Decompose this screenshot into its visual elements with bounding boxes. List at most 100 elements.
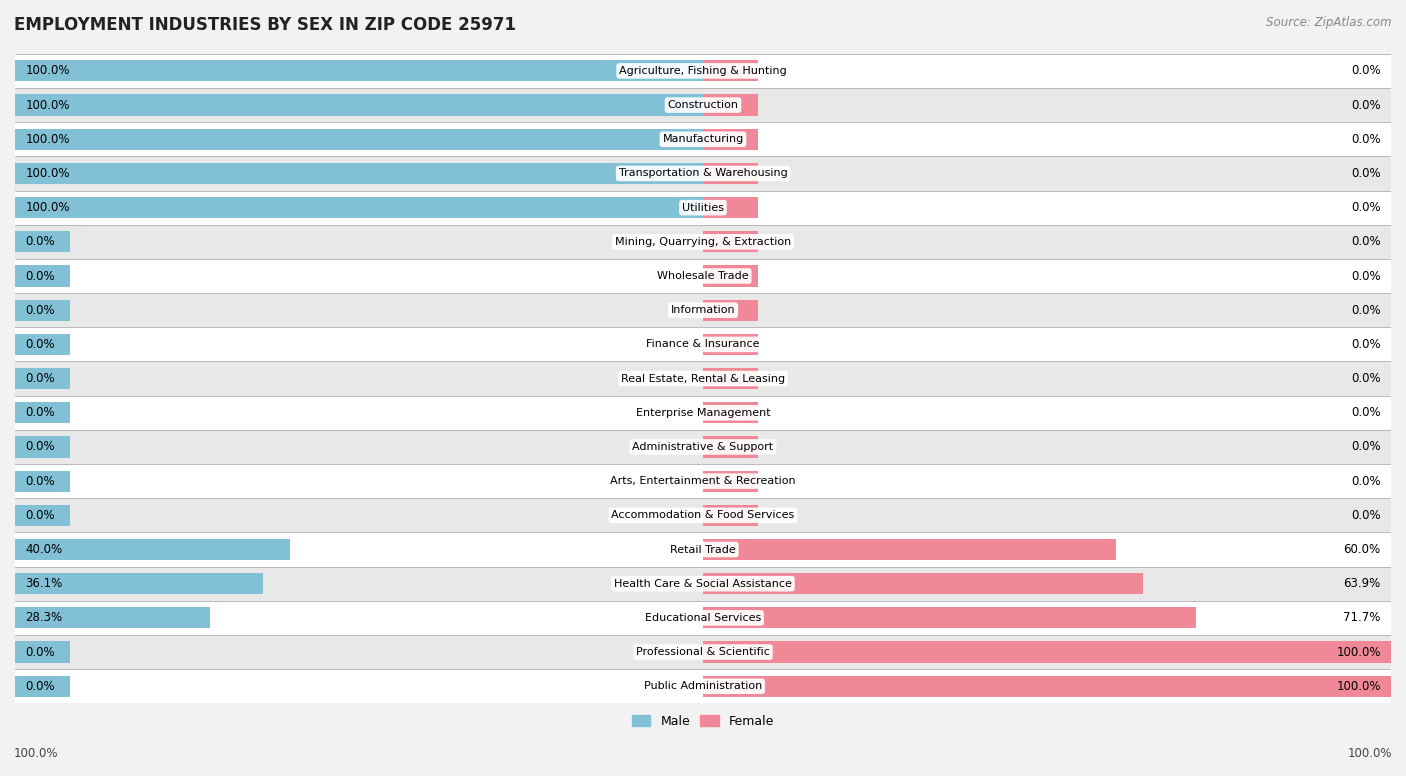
Text: 71.7%: 71.7% — [1343, 611, 1381, 625]
Text: 0.0%: 0.0% — [25, 646, 55, 659]
Text: 0.0%: 0.0% — [1351, 235, 1381, 248]
Bar — [15, 464, 1391, 498]
Bar — [15, 163, 703, 184]
Bar — [703, 334, 758, 355]
Bar — [15, 334, 70, 355]
Bar — [15, 225, 1391, 259]
Text: Agriculture, Fishing & Hunting: Agriculture, Fishing & Hunting — [619, 66, 787, 76]
Text: 63.9%: 63.9% — [1343, 577, 1381, 591]
Text: 0.0%: 0.0% — [25, 509, 55, 521]
Bar — [15, 676, 70, 697]
Bar — [15, 601, 1391, 635]
Text: 0.0%: 0.0% — [1351, 509, 1381, 521]
Text: Accommodation & Food Services: Accommodation & Food Services — [612, 511, 794, 521]
Text: 0.0%: 0.0% — [1351, 441, 1381, 453]
Text: Construction: Construction — [668, 100, 738, 110]
Bar — [703, 95, 758, 116]
Text: 0.0%: 0.0% — [1351, 99, 1381, 112]
Bar — [15, 368, 70, 390]
Text: Arts, Entertainment & Recreation: Arts, Entertainment & Recreation — [610, 476, 796, 486]
Bar — [15, 635, 1391, 669]
Text: 0.0%: 0.0% — [1351, 133, 1381, 146]
Bar — [15, 402, 70, 424]
Text: Administrative & Support: Administrative & Support — [633, 442, 773, 452]
Text: 0.0%: 0.0% — [25, 680, 55, 693]
Text: Real Estate, Rental & Leasing: Real Estate, Rental & Leasing — [621, 373, 785, 383]
Bar — [15, 293, 1391, 327]
Bar — [15, 191, 1391, 225]
Text: 0.0%: 0.0% — [1351, 407, 1381, 419]
Text: 100.0%: 100.0% — [1347, 747, 1392, 760]
Bar — [15, 430, 1391, 464]
Bar — [15, 362, 1391, 396]
Bar — [15, 61, 703, 81]
Bar — [15, 259, 1391, 293]
Text: 0.0%: 0.0% — [1351, 475, 1381, 487]
Bar — [15, 608, 209, 629]
Text: 0.0%: 0.0% — [25, 303, 55, 317]
Bar — [703, 265, 758, 286]
Text: Mining, Quarrying, & Extraction: Mining, Quarrying, & Extraction — [614, 237, 792, 247]
Bar — [15, 573, 263, 594]
Bar — [15, 498, 1391, 532]
Text: Public Administration: Public Administration — [644, 681, 762, 691]
Text: Retail Trade: Retail Trade — [671, 545, 735, 555]
Bar — [15, 669, 1391, 703]
Bar — [15, 539, 290, 560]
Text: Professional & Scientific: Professional & Scientific — [636, 647, 770, 657]
Bar — [15, 327, 1391, 362]
Text: Manufacturing: Manufacturing — [662, 134, 744, 144]
Bar — [703, 676, 1391, 697]
Text: 100.0%: 100.0% — [1336, 680, 1381, 693]
Text: 0.0%: 0.0% — [1351, 201, 1381, 214]
Text: 0.0%: 0.0% — [25, 441, 55, 453]
Text: Information: Information — [671, 305, 735, 315]
Bar — [15, 95, 703, 116]
Text: 0.0%: 0.0% — [1351, 167, 1381, 180]
Text: 100.0%: 100.0% — [25, 167, 70, 180]
Bar — [703, 129, 758, 150]
Bar — [703, 436, 758, 458]
Text: Utilities: Utilities — [682, 203, 724, 213]
Text: 100.0%: 100.0% — [25, 133, 70, 146]
Bar — [703, 573, 1143, 594]
Text: 0.0%: 0.0% — [25, 475, 55, 487]
Text: 100.0%: 100.0% — [14, 747, 59, 760]
Bar — [15, 265, 70, 286]
Text: 0.0%: 0.0% — [1351, 64, 1381, 78]
Bar — [15, 566, 1391, 601]
Text: 0.0%: 0.0% — [25, 269, 55, 282]
Text: 0.0%: 0.0% — [1351, 303, 1381, 317]
Bar — [703, 402, 758, 424]
Text: EMPLOYMENT INDUSTRIES BY SEX IN ZIP CODE 25971: EMPLOYMENT INDUSTRIES BY SEX IN ZIP CODE… — [14, 16, 516, 33]
Legend: Male, Female: Male, Female — [627, 710, 779, 733]
Bar — [703, 504, 758, 526]
Bar — [703, 197, 758, 218]
Bar — [15, 231, 70, 252]
Bar — [15, 532, 1391, 566]
Text: Source: ZipAtlas.com: Source: ZipAtlas.com — [1267, 16, 1392, 29]
Text: Wholesale Trade: Wholesale Trade — [657, 271, 749, 281]
Text: 0.0%: 0.0% — [25, 372, 55, 385]
Text: Health Care & Social Assistance: Health Care & Social Assistance — [614, 579, 792, 589]
Bar — [703, 231, 758, 252]
Text: 100.0%: 100.0% — [25, 99, 70, 112]
Bar — [703, 470, 758, 492]
Text: 60.0%: 60.0% — [1344, 543, 1381, 556]
Bar — [15, 470, 70, 492]
Text: 0.0%: 0.0% — [1351, 338, 1381, 351]
Bar — [15, 300, 70, 320]
Text: 100.0%: 100.0% — [1336, 646, 1381, 659]
Text: 100.0%: 100.0% — [25, 201, 70, 214]
Bar — [15, 197, 703, 218]
Text: 0.0%: 0.0% — [25, 338, 55, 351]
Text: Finance & Insurance: Finance & Insurance — [647, 339, 759, 349]
Text: Enterprise Management: Enterprise Management — [636, 407, 770, 417]
Text: 0.0%: 0.0% — [1351, 269, 1381, 282]
Bar — [703, 163, 758, 184]
Bar — [15, 396, 1391, 430]
Text: 28.3%: 28.3% — [25, 611, 62, 625]
Text: Educational Services: Educational Services — [645, 613, 761, 623]
Text: 40.0%: 40.0% — [25, 543, 62, 556]
Text: Transportation & Warehousing: Transportation & Warehousing — [619, 168, 787, 178]
